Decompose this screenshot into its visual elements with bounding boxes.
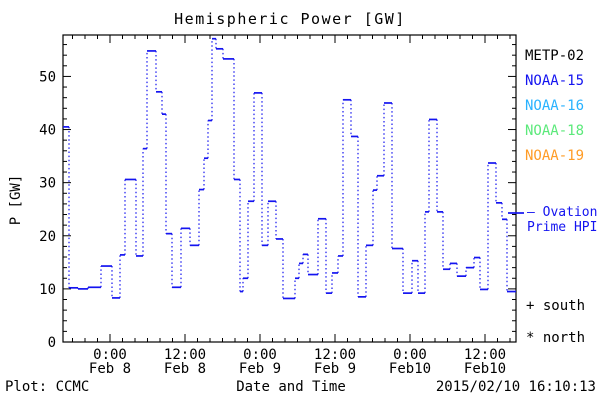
y-tick-label: 40 [39,123,56,139]
x-tick-label-time: 0:00 [93,347,127,363]
y-tick-label: 50 [39,69,56,85]
y-tick-label: 0 [48,335,56,351]
plot-timestamp: 2015/02/10 16:10:13 [435,379,596,395]
x-tick-label-date: Feb10 [389,361,431,377]
x-axis-title: Date and Time [236,379,346,395]
ovation-annotation-line2: Prime HPI [527,220,598,235]
x-tick-label-time: 12:00 [464,347,506,363]
chart-title: Hemispheric Power [GW] [174,10,406,28]
legend-item-metp-02: METP-02 [525,48,585,64]
y-axis-label: P [GW] [8,174,24,226]
plot-credit: Plot: CCMC [5,379,90,395]
x-tick-label-date: Feb 8 [164,361,206,377]
ovation-annotation: – Ovation Prime HPI [527,205,597,235]
legend-item-noaa-16: NOAA-16 [525,98,585,114]
x-tick-label-time: 12:00 [164,347,206,363]
north-marker-note: * north [526,330,586,346]
legend-item-noaa-19: NOAA-19 [525,148,585,164]
x-tick-label-date: Feb 9 [314,361,356,377]
y-tick-label: 30 [39,176,56,192]
x-tick-label-date: Feb 9 [239,361,281,377]
satellite-legend: METP-02 NOAA-15 NOAA-16 NOAA-18 NOAA-19 [525,44,584,169]
y-tick-label: 10 [39,282,56,298]
legend-item-noaa-18: NOAA-18 [525,123,585,139]
x-tick-label-date: Feb10 [464,361,506,377]
x-tick-label-time: 12:00 [314,347,356,363]
legend-item-noaa-15: NOAA-15 [525,73,585,89]
plot-border [62,34,517,343]
x-tick-label-date: Feb 8 [89,361,131,377]
ovation-annotation-line1: – Ovation [527,205,598,220]
x-tick-label-time: 0:00 [393,347,427,363]
y-tick-label: 20 [39,229,56,245]
x-tick-label-time: 0:00 [243,347,277,363]
south-marker-note: + south [526,298,586,314]
